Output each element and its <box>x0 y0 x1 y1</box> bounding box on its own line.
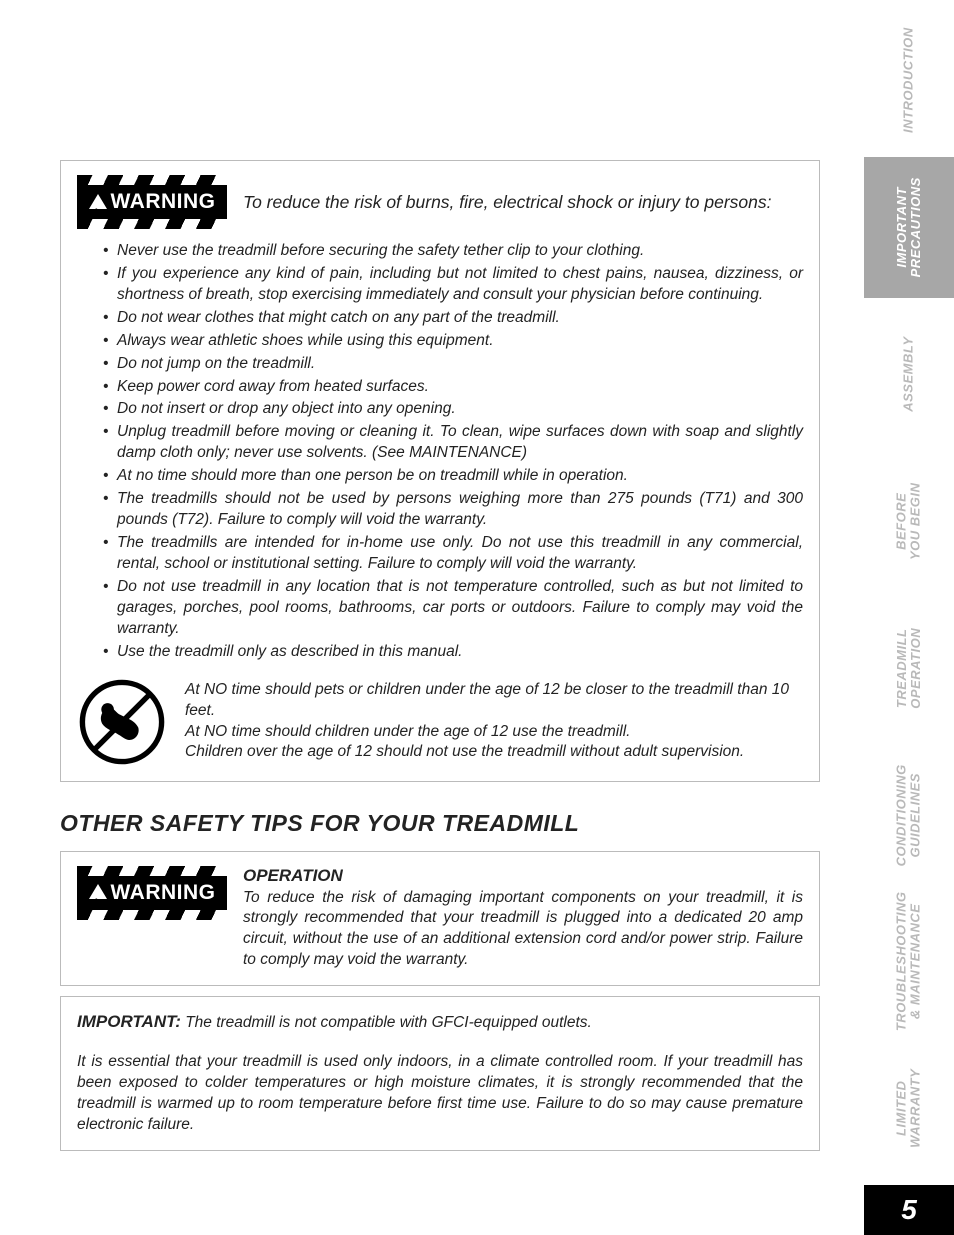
side-tab-label: CONDITIONINGGUIDELINES <box>895 764 924 866</box>
bullet-item: Never use the treadmill before securing … <box>103 241 803 262</box>
important-body: It is essential that your treadmill is u… <box>77 1052 803 1136</box>
warning-label-graphic: WARNING <box>77 866 227 920</box>
page-number: 5 <box>901 1194 917 1226</box>
child-safety-callout: At NO time should pets or children under… <box>77 677 803 767</box>
warning-label-text: WARNING <box>111 876 216 910</box>
bullet-item: Always wear athletic shoes while using t… <box>103 331 803 352</box>
operation-body: To reduce the risk of damaging important… <box>243 888 803 972</box>
child-safety-text: At NO time should pets or children under… <box>185 680 803 764</box>
side-tabs: INTRODUCTION IMPORTANTPRECAUTIONS ASSEMBLY… <box>864 10 954 1185</box>
bullet-item: At no time should more than one person b… <box>103 466 803 487</box>
bullet-item: The treadmills are intended for in-home … <box>103 533 803 575</box>
warning-triangle-icon <box>89 194 107 209</box>
child-safety-line: At NO time should children under the age… <box>185 722 803 743</box>
warning-triangle-icon <box>89 884 107 899</box>
side-tab[interactable]: INTRODUCTION <box>864 10 954 157</box>
side-tab[interactable]: ASSEMBLY <box>864 304 954 451</box>
warning-label-text: WARNING <box>111 185 216 219</box>
warning-bullet-list: Never use the treadmill before securing … <box>77 241 803 663</box>
important-line-1: IMPORTANT: The treadmill is not compatib… <box>77 1011 803 1034</box>
warning-box-1: WARNING To reduce the risk of burns, fir… <box>60 160 820 782</box>
bullet-item: Use the treadmill only as described in t… <box>103 642 803 663</box>
side-tab-label: LIMITEDWARRANTY <box>895 1069 924 1148</box>
warning-intro-text: To reduce the risk of burns, fire, elect… <box>243 191 771 214</box>
bullet-item: Do not jump on the treadmill. <box>103 354 803 375</box>
bullet-item: Keep power cord away from heated surface… <box>103 377 803 398</box>
operation-heading: OPERATION <box>243 866 803 886</box>
warning-header: WARNING To reduce the risk of burns, fir… <box>77 175 803 229</box>
no-crawling-icon <box>77 677 167 767</box>
bullet-item: Do not wear clothes that might catch on … <box>103 308 803 329</box>
side-tab[interactable]: BEFOREYOU BEGIN <box>864 451 954 598</box>
side-tab-label: TREADMILLOPERATION <box>895 628 924 709</box>
side-tab[interactable]: IMPORTANTPRECAUTIONS <box>864 157 954 304</box>
important-gfci-text: The treadmill is not compatible with GFC… <box>181 1014 592 1031</box>
section-title: OTHER SAFETY TIPS FOR YOUR TREADMILL <box>60 810 820 837</box>
side-tab-label: TROUBLESHOOTING& MAINTENANCE <box>895 892 924 1032</box>
warning-label-graphic: WARNING <box>77 175 227 229</box>
bullet-item: Unplug treadmill before moving or cleani… <box>103 422 803 464</box>
side-tab-label: IMPORTANTPRECAUTIONS <box>895 177 924 277</box>
side-tab-label: INTRODUCTION <box>902 28 916 134</box>
child-safety-line: At NO time should pets or children under… <box>185 680 803 722</box>
side-tab[interactable]: TROUBLESHOOTING& MAINTENANCE <box>864 891 954 1038</box>
child-safety-line: Children over the age of 12 should not u… <box>185 742 803 763</box>
side-tab-label: ASSEMBLY <box>902 337 916 412</box>
side-tab[interactable]: LIMITEDWARRANTY <box>864 1038 954 1185</box>
operation-text-block: OPERATION To reduce the risk of damaging… <box>243 866 803 972</box>
side-tab[interactable]: TREADMILLOPERATION <box>864 598 954 745</box>
side-tab-label: BEFOREYOU BEGIN <box>895 482 924 559</box>
important-box: IMPORTANT: The treadmill is not compatib… <box>60 996 820 1151</box>
bullet-item: If you experience any kind of pain, incl… <box>103 264 803 306</box>
bullet-item: Do not insert or drop any object into an… <box>103 399 803 420</box>
bullet-item: The treadmills should not be used by per… <box>103 489 803 531</box>
side-tab[interactable]: CONDITIONINGGUIDELINES <box>864 744 954 891</box>
page-number-box: 5 <box>864 1185 954 1235</box>
operation-warning-box: WARNING OPERATION To reduce the risk of … <box>60 851 820 987</box>
important-label: IMPORTANT: <box>77 1012 181 1031</box>
page-content: WARNING To reduce the risk of burns, fir… <box>60 160 820 1161</box>
bullet-item: Do not use treadmill in any location tha… <box>103 577 803 640</box>
